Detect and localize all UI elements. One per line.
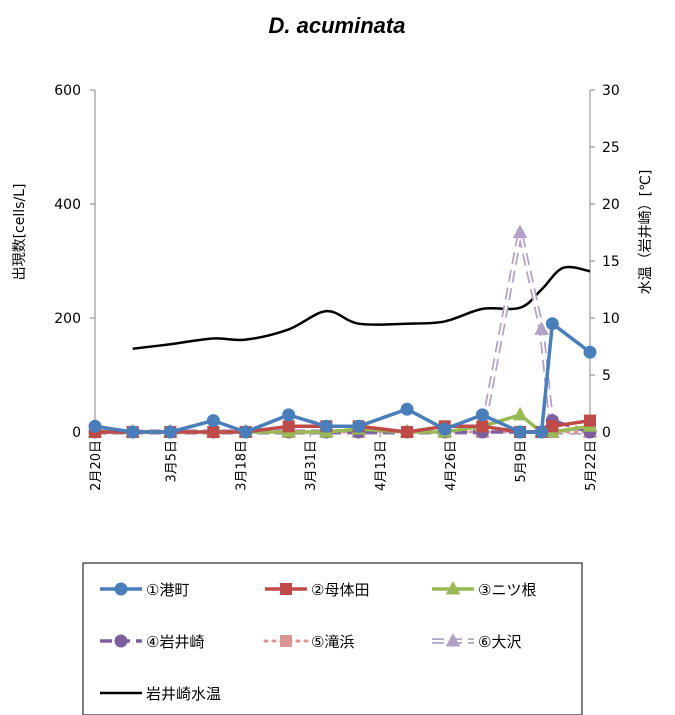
legend-marker: [280, 635, 292, 647]
data-point: [88, 419, 102, 433]
data-point: [126, 425, 140, 439]
series-line-outer: [95, 231, 590, 435]
left-tick-label: 200: [54, 311, 81, 327]
legend-label: ②母体田: [311, 581, 369, 599]
data-point: [583, 345, 597, 359]
data-point: [475, 408, 489, 422]
legend-marker: [114, 582, 128, 596]
data-point: [400, 402, 414, 416]
legend-marker: [445, 632, 461, 647]
right-tick-label: 15: [602, 254, 620, 270]
data-point: [513, 425, 527, 439]
legend-item: ⑥大沢: [432, 632, 521, 651]
x-tick-label: 2月20日: [89, 440, 104, 491]
right-tick-label: 20: [602, 197, 620, 213]
data-point: [206, 414, 220, 428]
left-tick-label: 600: [54, 83, 81, 99]
series-6: [132, 265, 591, 351]
data-point: [534, 321, 549, 335]
data-point: [401, 426, 414, 438]
x-tick-label: 4月26日: [444, 440, 459, 491]
data-point: [207, 426, 220, 438]
data-point: [545, 317, 559, 331]
series-0: [88, 317, 597, 439]
data-point: [352, 419, 366, 433]
legend-item: ④岩井崎: [100, 633, 204, 651]
data-point: [282, 408, 296, 422]
data-point: [319, 419, 333, 433]
legend-item: ①港町: [100, 581, 189, 599]
right-tick-label: 10: [602, 311, 620, 327]
legend-label: 岩井崎水温: [146, 685, 221, 703]
data-point: [512, 224, 528, 238]
left-tick-label: 400: [54, 197, 81, 213]
legend-marker: [114, 634, 128, 648]
right-tick-label: 30: [602, 83, 620, 99]
legend-label: ⑤滝浜: [311, 633, 354, 651]
legend-item: 岩井崎水温: [100, 685, 221, 703]
x-ticks: 2月20日 3月5日 3月18日 3月31日 4月13日 4月26日 5月9日 5月22日: [89, 432, 599, 491]
x-tick-label: 5月9日: [514, 440, 529, 483]
data-point: [584, 414, 596, 427]
x-tick-label: 3月18日: [234, 440, 249, 491]
data-point: [546, 420, 559, 433]
legend-label: ④岩井崎: [146, 633, 204, 651]
x-tick-label: 4月13日: [374, 440, 389, 491]
right-tick-label: 25: [602, 140, 620, 156]
series-layer: [87, 224, 598, 439]
legend-marker: [280, 583, 292, 595]
left-tick-label: 0: [72, 425, 81, 441]
data-point: [239, 425, 253, 439]
legend-label: ⑥大沢: [478, 633, 521, 651]
data-point: [282, 420, 295, 433]
chart-title: D. acuminata: [269, 13, 406, 38]
right-tick-label: 0: [602, 425, 611, 441]
right-ticks: 0 5 10 15 20 25 30: [590, 83, 620, 441]
series-line: [132, 265, 591, 351]
legend-box: [82, 562, 583, 715]
y2-axis-label: 水温（岩井崎）[℃]: [638, 170, 654, 295]
legend-marker: [445, 580, 461, 595]
legend-label: ①港町: [146, 581, 189, 599]
data-point: [535, 425, 549, 439]
x-tick-label: 5月22日: [584, 440, 599, 491]
series-5: [87, 224, 598, 438]
data-point: [163, 425, 177, 439]
y-axis-label: 出現数[cells/L]: [12, 184, 28, 281]
data-point: [438, 422, 452, 436]
left-ticks: 0 200 400 600: [54, 83, 95, 441]
right-tick-label: 5: [602, 368, 611, 384]
plot-area: 0 200 400 600 0 5 10 15 20 25 30 2月20日 3月5日 3月18日 3月…: [54, 83, 620, 491]
x-tick-label: 3月31日: [304, 440, 319, 491]
x-tick-label: 3月5日: [164, 440, 179, 483]
legend-item: ③ニツ根: [432, 580, 536, 599]
data-point: [512, 406, 528, 421]
legend-label: ③ニツ根: [478, 581, 536, 599]
legend-item: ②母体田: [265, 581, 369, 599]
data-point: [476, 420, 489, 433]
legend-item: ⑤滝浜: [263, 633, 354, 651]
